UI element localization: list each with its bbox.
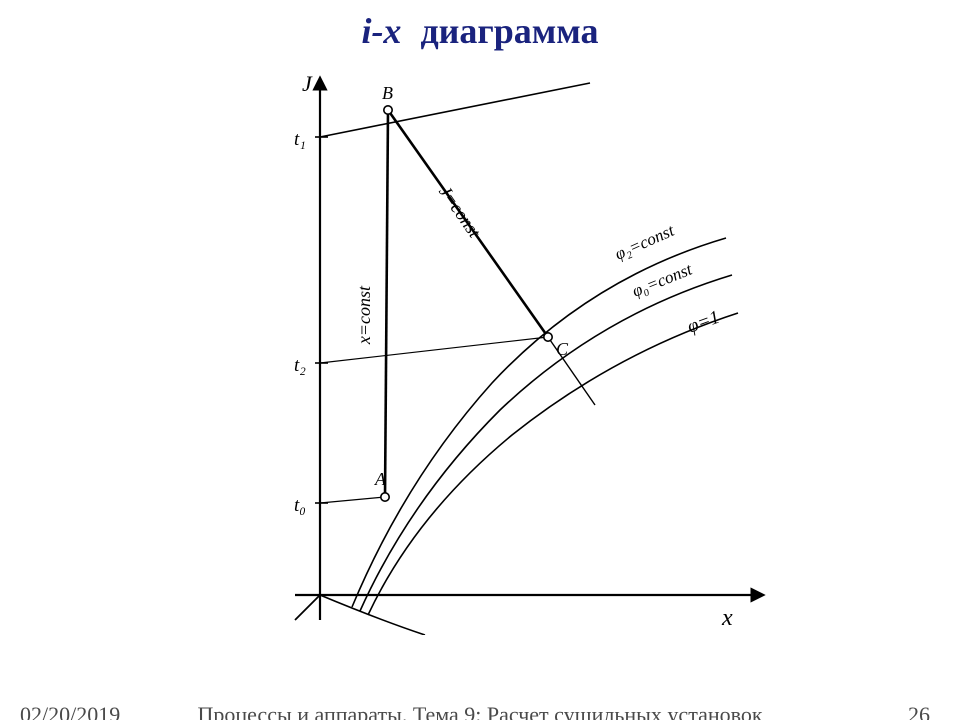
slide-title: i-x диаграмма xyxy=(0,10,960,52)
ix-diagram: Jx t₁ t₂ t₀ φ₂=constφ₀=const φ=1 A B Cx=const J… xyxy=(260,65,780,635)
svg-text:C: C xyxy=(556,339,569,359)
svg-text:B: B xyxy=(382,83,393,103)
svg-text:t₀: t₀ xyxy=(294,495,306,516)
svg-text:J: J xyxy=(302,71,313,96)
svg-text:A: A xyxy=(374,469,387,489)
title-prefix: i-x xyxy=(361,11,401,51)
svg-text:J=const: J=const xyxy=(435,182,485,242)
svg-text:x=const: x=const xyxy=(354,285,374,345)
svg-text:φ₀=const: φ₀=const xyxy=(629,259,695,301)
title-word: диаграмма xyxy=(420,11,598,51)
footer-page: 26 xyxy=(908,702,930,720)
footer-caption: Процессы и аппараты. Тема 9: Расчет суши… xyxy=(0,702,960,720)
svg-text:φ₂=const: φ₂=const xyxy=(612,220,678,263)
diagram-svg: Jx t₁ t₂ t₀ φ₂=constφ₀=const φ=1 A B Cx=const J… xyxy=(260,65,780,635)
svg-text:t₁: t₁ xyxy=(294,129,306,150)
svg-text:x: x xyxy=(721,605,733,631)
svg-text:t₂: t₂ xyxy=(294,355,306,376)
svg-text:φ=1: φ=1 xyxy=(685,307,723,338)
